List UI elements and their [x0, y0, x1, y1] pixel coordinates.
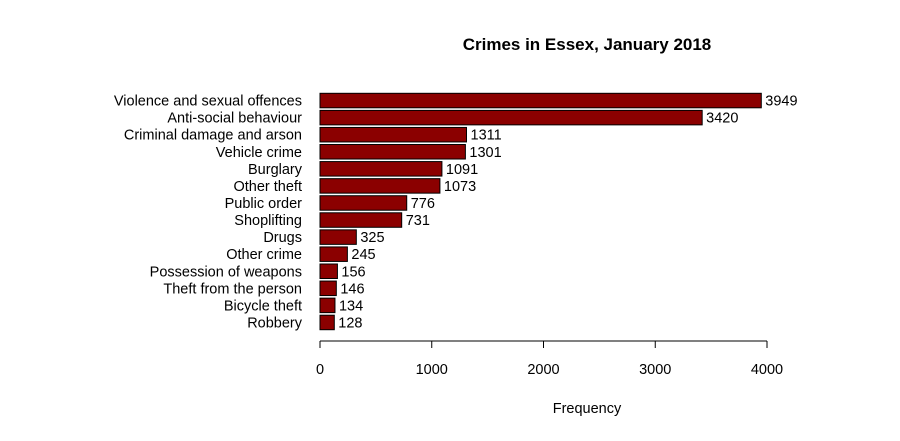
value-label: 3420: [706, 111, 738, 127]
value-label: 146: [340, 281, 364, 297]
x-axis-label: Frequency: [553, 401, 622, 417]
category-label: Drugs: [263, 230, 302, 246]
x-tick-label: 4000: [751, 362, 783, 378]
category-label: Shoplifting: [234, 213, 302, 229]
category-label: Bicycle theft: [224, 298, 302, 314]
bar: [319, 212, 403, 228]
x-tick-label: 2000: [527, 362, 559, 378]
category-label: Theft from the person: [163, 281, 302, 297]
value-label: 1311: [471, 128, 502, 144]
value-label: 1301: [469, 145, 501, 161]
value-label: 731: [406, 213, 430, 229]
bar: [319, 161, 443, 177]
category-label: Violence and sexual offences: [114, 94, 302, 110]
bar: [319, 280, 337, 297]
category-label: Vehicle crime: [216, 145, 302, 161]
category-label: Robbery: [247, 315, 303, 331]
bars-group: [319, 92, 762, 331]
category-label: Other crime: [226, 247, 302, 263]
chart-title: Crimes in Essex, January 2018: [463, 35, 712, 54]
value-label: 1073: [444, 179, 476, 195]
category-label: Burglary: [248, 162, 303, 178]
x-tick-label: 0: [316, 362, 324, 378]
value-label: 325: [360, 230, 384, 246]
bar: [319, 297, 336, 314]
category-label: Public order: [225, 196, 303, 212]
bar: [319, 92, 762, 109]
bar: [319, 178, 441, 194]
value-label: 1091: [446, 162, 478, 178]
category-label: Other theft: [233, 179, 302, 195]
value-label: 3949: [765, 94, 797, 110]
bar: [319, 109, 703, 126]
bar: [319, 126, 467, 143]
x-axis: 0 1000 2000 3000 4000: [316, 340, 783, 378]
x-tick-label: 1000: [416, 362, 448, 378]
bar: [319, 195, 408, 211]
x-tick-label: 3000: [639, 362, 671, 378]
bar: [319, 314, 335, 331]
value-labels: 3949342013111301109110737767313252451561…: [338, 94, 797, 332]
value-label: 776: [411, 196, 435, 212]
value-label: 128: [338, 315, 362, 331]
bar: [319, 229, 357, 245]
category-labels: Violence and sexual offencesAnti-social …: [114, 94, 303, 332]
category-label: Criminal damage and arson: [124, 128, 302, 144]
category-label: Anti-social behaviour: [167, 111, 302, 127]
bar: [319, 263, 338, 279]
value-label: 134: [339, 298, 363, 314]
value-label: 245: [351, 247, 375, 263]
value-label: 156: [341, 264, 365, 280]
bar: [319, 144, 466, 160]
bar: [319, 246, 348, 262]
category-label: Possession of weapons: [150, 264, 302, 280]
